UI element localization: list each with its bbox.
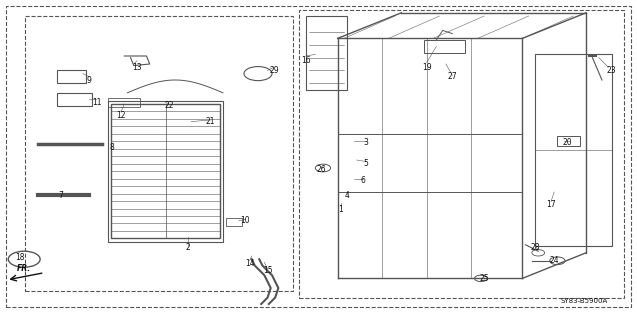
Text: 15: 15 <box>262 266 273 275</box>
Bar <box>299 10 624 298</box>
Bar <box>424 40 465 53</box>
Text: 19: 19 <box>422 63 432 72</box>
Text: 1: 1 <box>338 205 343 214</box>
Text: 11: 11 <box>92 98 101 107</box>
Text: 9: 9 <box>87 76 92 84</box>
Text: 27: 27 <box>447 72 457 81</box>
Text: 25: 25 <box>479 274 489 283</box>
Text: FR.: FR. <box>17 264 31 273</box>
Bar <box>111 104 220 238</box>
Text: 4: 4 <box>345 191 350 200</box>
Bar <box>535 54 612 246</box>
Text: 14: 14 <box>245 260 255 268</box>
Text: 17: 17 <box>546 200 556 209</box>
Bar <box>306 16 347 90</box>
Bar <box>57 70 86 83</box>
Bar <box>108 98 140 107</box>
Bar <box>108 101 223 242</box>
Bar <box>557 136 580 146</box>
Bar <box>57 93 92 106</box>
Text: 5: 5 <box>364 159 369 168</box>
Text: 18: 18 <box>16 253 25 262</box>
Text: 22: 22 <box>164 101 173 110</box>
Text: 6: 6 <box>361 176 366 185</box>
Bar <box>226 218 242 226</box>
Text: 26: 26 <box>317 165 327 174</box>
Text: 29: 29 <box>269 66 279 75</box>
Text: 13: 13 <box>132 63 142 72</box>
Text: 23: 23 <box>606 66 617 75</box>
Text: 16: 16 <box>301 56 311 65</box>
Text: 12: 12 <box>117 111 125 120</box>
Text: 8: 8 <box>109 143 114 152</box>
Text: 21: 21 <box>206 117 215 126</box>
Text: 10: 10 <box>240 216 250 225</box>
Text: 28: 28 <box>531 244 540 252</box>
Text: 24: 24 <box>549 256 559 265</box>
Text: 3: 3 <box>364 138 369 147</box>
Bar <box>25 16 293 291</box>
Text: SY83-B5900A: SY83-B5900A <box>561 298 608 304</box>
Text: 20: 20 <box>562 138 572 147</box>
Text: 2: 2 <box>185 244 190 252</box>
Text: 7: 7 <box>58 191 63 200</box>
